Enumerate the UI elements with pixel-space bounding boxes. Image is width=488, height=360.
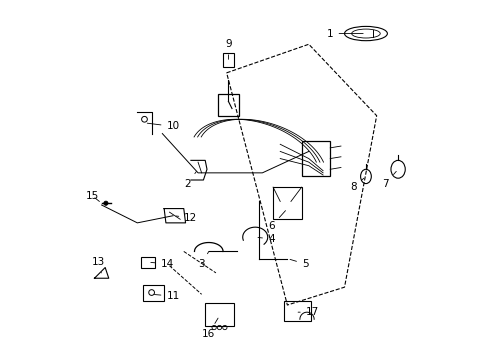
Text: 9: 9 — [224, 39, 231, 59]
Text: 3: 3 — [198, 251, 208, 269]
Text: 16: 16 — [202, 318, 218, 339]
Text: 14: 14 — [150, 259, 174, 269]
Text: 12: 12 — [176, 212, 197, 222]
Text: 13: 13 — [91, 257, 104, 273]
Text: 15: 15 — [86, 191, 99, 202]
Text: 6: 6 — [267, 211, 285, 231]
Text: 17: 17 — [298, 307, 318, 317]
Text: 2: 2 — [183, 171, 196, 189]
Text: 7: 7 — [382, 171, 395, 189]
Text: 1: 1 — [326, 28, 363, 39]
Text: 10: 10 — [147, 121, 179, 131]
Text: 4: 4 — [258, 234, 274, 244]
Text: 8: 8 — [349, 178, 363, 192]
Text: 5: 5 — [289, 259, 308, 269]
Text: 11: 11 — [154, 291, 179, 301]
Circle shape — [103, 201, 108, 205]
